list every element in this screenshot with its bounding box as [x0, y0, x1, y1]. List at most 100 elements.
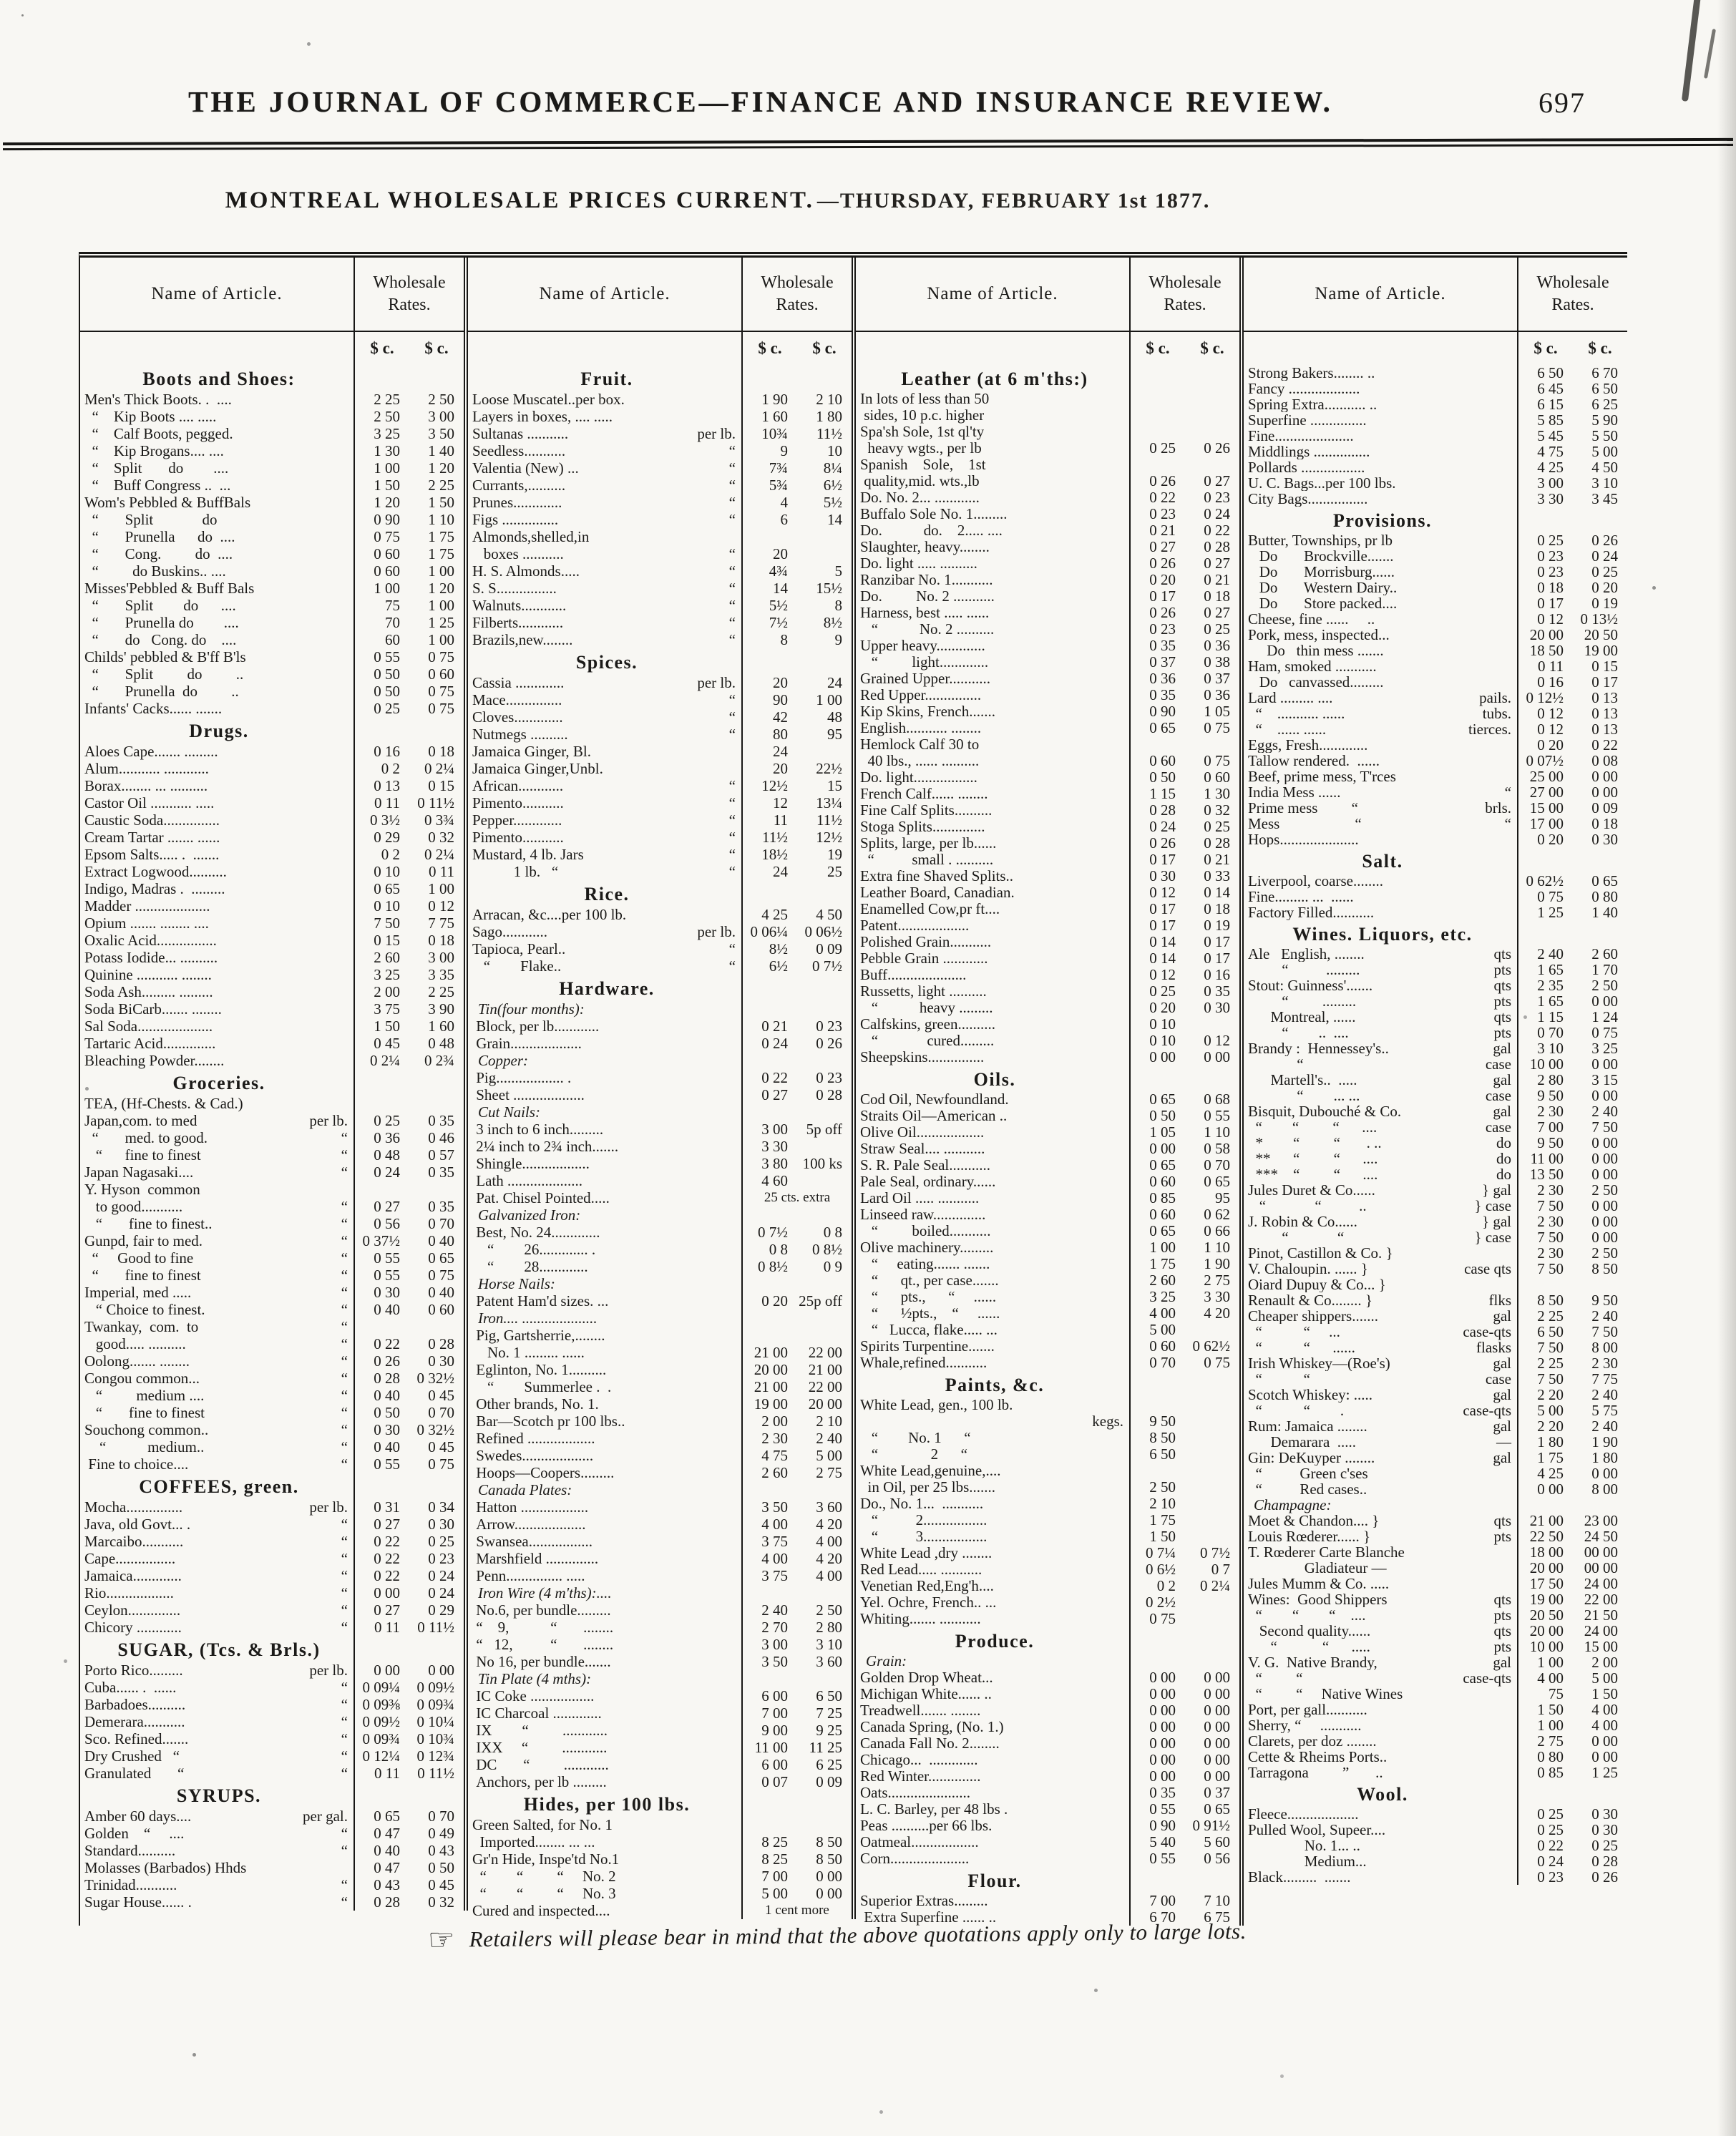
article-name: Walnuts............	[472, 597, 567, 614]
article-name: “ Flake..	[472, 957, 562, 975]
rate-high: 0 40	[428, 1284, 454, 1301]
rate-high: 0 26	[1204, 439, 1230, 457]
rate-low: 2 20	[1537, 1418, 1564, 1435]
price-row: Childs' pebbled & B'ff B'ls 0 55 0 75	[80, 648, 464, 665]
rate-low: 0 65	[1149, 1156, 1176, 1174]
article-name: IC Charcoal .............	[472, 1705, 602, 1722]
rate-low: 42	[773, 708, 788, 726]
article-name: Tarragona ” ..	[1248, 1765, 1383, 1780]
article-name: Sheet ...................	[472, 1086, 585, 1103]
unit-label: “	[341, 1129, 348, 1146]
rate-high: 0 32	[428, 829, 454, 846]
price-row: “ Calf Boots, pegged. 3 25 3 50	[80, 425, 464, 442]
article-name: Golden “ ....	[84, 1825, 185, 1842]
rate-low: 0 20	[1537, 831, 1564, 848]
rate-low: 2 25	[1537, 1355, 1564, 1372]
article-name: Calfskins, green..........	[860, 1016, 995, 1033]
rate-high	[1185, 1463, 1239, 1479]
rate-high: 0 11½	[417, 1619, 454, 1636]
rate-high: 0 65	[1204, 1173, 1230, 1190]
unit-label: qts	[1493, 1008, 1511, 1025]
rate-low	[743, 1327, 797, 1344]
rate-high: 19 00	[1584, 642, 1618, 659]
section-heading: Hardware.	[468, 975, 852, 1000]
unit-label: “	[341, 1335, 348, 1352]
rate-low: 0 30	[374, 1421, 400, 1438]
rate-low: 0 50	[374, 683, 400, 700]
article-name: Misses'Pebbled & Buff Bals	[84, 580, 255, 597]
price-row: Peas ..........per 66 lbs. 0 90 0 91½	[856, 1818, 1239, 1834]
article-name: White Lead ,dry ........	[860, 1545, 993, 1561]
price-row: Lard Oil ..... ........... 0 85 95	[856, 1190, 1239, 1206]
pair-header: Name of Article. Wholesale Rates.	[468, 258, 852, 332]
price-row: “ heavy ......... 0 20 0 30	[856, 1000, 1239, 1016]
rate-low: 3 00	[1537, 474, 1564, 492]
rate-high: 0 91½	[1192, 1817, 1231, 1834]
rate-high: 0 25	[1591, 563, 1618, 580]
rate-high: 1 25	[428, 614, 454, 631]
rate-high: 0 09	[1591, 799, 1618, 816]
column-header-rates: Wholesale Rates.	[1517, 258, 1627, 331]
article-name: Ale English, ........	[1248, 946, 1365, 962]
price-row: “ 2................. 1 75	[856, 1512, 1239, 1528]
rate-low: 0 00	[1149, 1048, 1176, 1065]
price-column-1: Name of Article. Wholesale Rates. $ c. $ c.…	[80, 258, 468, 1911]
rates-unit: $ c.	[1146, 339, 1170, 357]
article-name: Gr'n Hide, Inspe'td No.1	[472, 1850, 620, 1868]
rate-high: 0 48	[428, 1035, 454, 1052]
rate-low: 12½	[761, 777, 788, 794]
rate-low: 1 50	[1149, 1528, 1176, 1545]
price-row: Hatton .................. 3 50 3 60	[468, 1498, 852, 1516]
article-name: “ do Buskins.. ....	[84, 562, 226, 580]
article-name: Demarara .....	[1248, 1434, 1357, 1450]
article-name: Kip Skins, French.......	[860, 703, 995, 720]
rate-low: 0 22	[761, 1069, 788, 1086]
rate-high	[1185, 457, 1239, 473]
rate-high: 0 15	[428, 777, 454, 794]
article-name: “ .........	[1248, 993, 1357, 1009]
article-name: “ “ .	[1248, 1403, 1345, 1418]
price-row: Prunes............. “4 5½	[468, 494, 852, 511]
price-row: Straw Seal.... ........... 0 00 0 58	[856, 1141, 1239, 1157]
unit-label: “	[728, 597, 736, 614]
price-table: Name of Article. Wholesale Rates. $ c. $ c.…	[79, 252, 1627, 1926]
rate-low: 8	[780, 631, 789, 648]
article-name: Oats......................	[860, 1785, 970, 1801]
rate-high	[1185, 391, 1239, 407]
article-name: L. C. Barley, per 48 lbs .	[860, 1801, 1008, 1818]
price-row: “ Green c'ses 4 25 0 00	[1244, 1466, 1627, 1481]
article-name: Ham, smoked ...........	[1248, 658, 1377, 674]
unit-label: “	[341, 1284, 348, 1301]
article-name: Pollards .................	[1248, 459, 1365, 475]
rate-high: 12½	[816, 829, 842, 846]
rate-low: 0 60	[374, 545, 400, 562]
rate-low: 0 12	[1149, 966, 1176, 983]
rate-high: 0 8½	[812, 1241, 842, 1258]
rate-high: 1 50	[428, 494, 454, 511]
article-name: Granulated “	[84, 1765, 185, 1782]
article-name: Lard Oil ..... ...........	[860, 1190, 980, 1206]
rate-low: 2 30	[761, 1430, 788, 1447]
unit-label: case-qts	[1463, 1669, 1511, 1687]
rate-low: 0 70	[1149, 1354, 1176, 1371]
rate-low: 8 50	[1149, 1429, 1176, 1446]
rate-high: 5 90	[1591, 411, 1618, 429]
article-name: “ Green c'ses	[1248, 1466, 1368, 1481]
article-name: “ “ “ ....	[1248, 1607, 1366, 1623]
price-row: Figs ............... “6 14	[468, 511, 852, 528]
price-row: Michigan White...... .. 0 00 0 00	[856, 1686, 1239, 1702]
rate-low: 0 2	[1156, 1577, 1176, 1594]
article-name: Do Western Dairy..	[1248, 580, 1398, 595]
rate-low: 75	[385, 597, 400, 614]
rate-high: 2 50	[428, 391, 454, 408]
section-heading: Boots and Shoes:	[80, 365, 464, 391]
rate-low: 5 00	[1149, 1321, 1176, 1338]
section-heading-text: Provisions.	[1332, 510, 1433, 531]
price-row: Kip Skins, French....... 0 90 1 05	[856, 703, 1239, 720]
rate-high: 0 00	[1591, 1229, 1618, 1246]
article-name: Sco. Refined.......	[84, 1730, 189, 1747]
rate-low: 0 26	[1149, 604, 1176, 621]
rate-high: 8 00	[1591, 1481, 1618, 1498]
rate-low: 0 28	[1149, 801, 1176, 819]
article-name: Epsom Salts..... . .......	[84, 846, 220, 863]
